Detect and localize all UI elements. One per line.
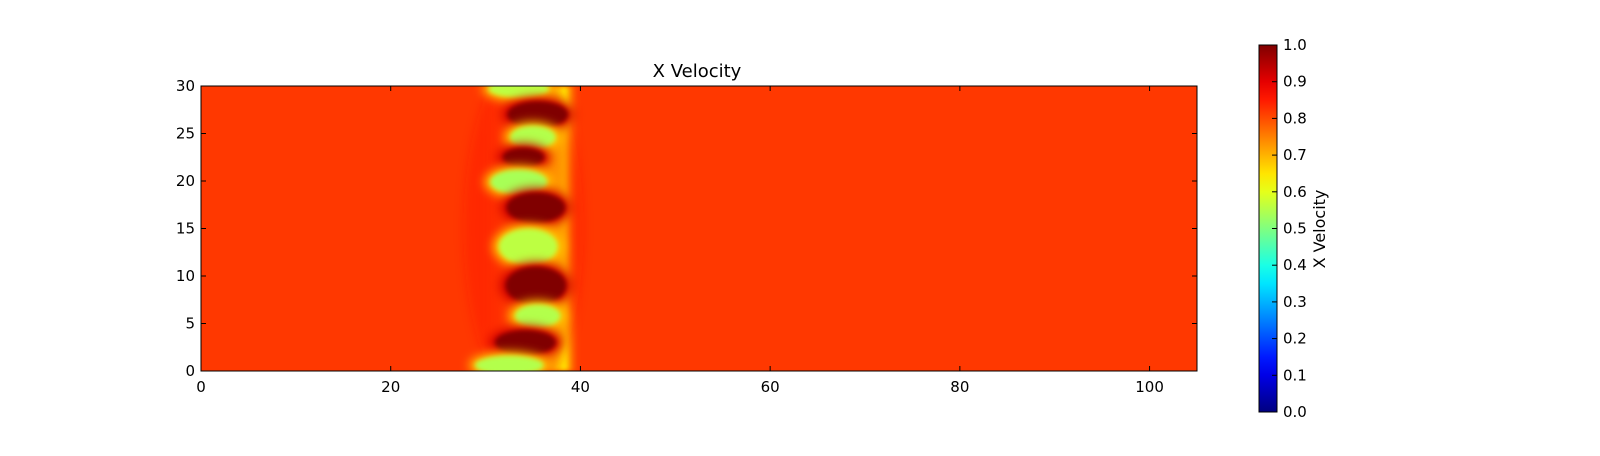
colorbar-tick-label: 0.9 bbox=[1283, 73, 1307, 91]
x-tick-label: 80 bbox=[950, 378, 969, 396]
heatmap-blob bbox=[495, 330, 556, 355]
colorbar-tick-label: 0.7 bbox=[1283, 146, 1307, 164]
colorbar-label: X Velocity bbox=[1310, 190, 1329, 269]
heatmap-blob bbox=[507, 101, 569, 128]
heatmap-blob bbox=[510, 125, 556, 149]
y-axis: 0 5 10 15 20 25 30 bbox=[176, 77, 1197, 380]
colorbar-tick-label: 1.0 bbox=[1283, 36, 1307, 54]
colorbar-tick-label: 0.8 bbox=[1283, 109, 1307, 127]
y-tick-label: 10 bbox=[176, 267, 195, 285]
colorbar-tick-label: 0.5 bbox=[1283, 220, 1307, 238]
heatmap-blob bbox=[506, 192, 566, 223]
y-tick-label: 5 bbox=[185, 315, 195, 333]
y-tick-label: 0 bbox=[185, 362, 195, 380]
y-tick-label: 15 bbox=[176, 220, 195, 238]
colorbar-axis: 0.0 0.1 0.2 0.3 0.4 0.5 0.6 0.7 0.8 0.9 1.0 bbox=[1272, 36, 1307, 421]
y-tick-label: 30 bbox=[176, 77, 195, 95]
x-tick-label: 0 bbox=[196, 378, 206, 396]
heatmap-blob bbox=[502, 147, 545, 167]
x-tick-label: 40 bbox=[571, 378, 590, 396]
x-tick-label: 60 bbox=[761, 378, 780, 396]
heatmap-blob bbox=[505, 266, 567, 305]
x-tick-label: 100 bbox=[1135, 378, 1164, 396]
heatmap-blob bbox=[488, 86, 550, 98]
heatmap-plot bbox=[200, 85, 1198, 372]
colorbar-tick-label: 0.4 bbox=[1283, 256, 1307, 274]
heatmap-blob bbox=[498, 228, 558, 265]
heatmap-blob bbox=[490, 169, 548, 195]
colorbar-tick-label: 0.1 bbox=[1283, 366, 1307, 384]
y-tick-label: 25 bbox=[176, 125, 195, 143]
chart-title: X Velocity bbox=[653, 61, 742, 82]
x-tick-label: 20 bbox=[381, 378, 400, 396]
heatmap-background bbox=[201, 86, 1197, 371]
colorbar-tick-label: 0.2 bbox=[1283, 330, 1307, 348]
colorbar-tick-label: 0.3 bbox=[1283, 293, 1307, 311]
heatmap-blob bbox=[514, 304, 561, 328]
colorbar-tick-label: 0.0 bbox=[1283, 403, 1307, 421]
y-tick-label: 20 bbox=[176, 172, 195, 190]
x-axis: 0 20 40 60 80 100 bbox=[196, 86, 1164, 396]
colorbar-tick-label: 0.6 bbox=[1283, 183, 1307, 201]
heatmap-blob bbox=[475, 355, 544, 371]
